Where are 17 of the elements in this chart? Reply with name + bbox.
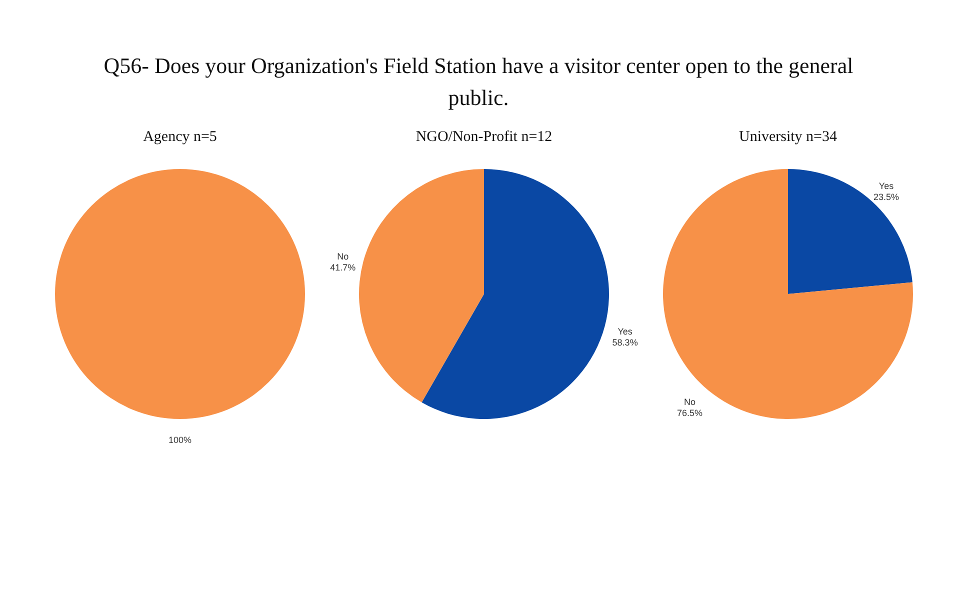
pie-slice bbox=[788, 169, 912, 294]
data-label: 23.5% bbox=[873, 192, 900, 202]
chart-subtitle: Agency n=5 bbox=[143, 129, 217, 145]
data-label: 41.7% bbox=[330, 262, 356, 272]
slice-label: No bbox=[684, 396, 696, 407]
slice-label: Yes bbox=[878, 181, 894, 192]
slice-label: Yes bbox=[618, 326, 633, 337]
text: Q56- Does your Organization's Field Station have a visitor center open to the general public. bbox=[102, 52, 854, 112]
data-label: 76.5% bbox=[676, 408, 703, 418]
chart-subtitle: University n=34 bbox=[738, 129, 838, 145]
data-label: 100% bbox=[168, 435, 192, 445]
data-label: 58.3% bbox=[612, 338, 638, 348]
pie-slice bbox=[359, 169, 484, 402]
chart-subtitle: NGO/Non-Profit n=12 bbox=[416, 129, 552, 145]
pie-slice bbox=[663, 169, 913, 419]
pie-slice bbox=[422, 169, 609, 419]
slice-label: No bbox=[337, 251, 349, 262]
